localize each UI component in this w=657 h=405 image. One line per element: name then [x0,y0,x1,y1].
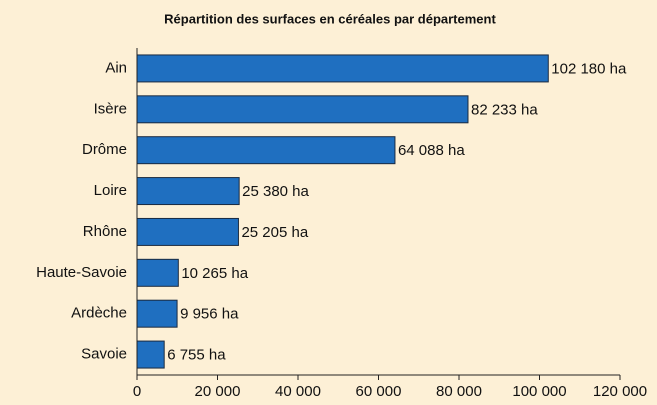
value-label: 25 205 ha [241,224,308,241]
bar [136,299,178,328]
x-tick-label: 100 000 [512,383,566,400]
value-label: 102 180 ha [551,60,627,77]
y-tick-label: Ain [105,59,127,76]
bar [136,340,165,369]
x-tick-label: 120 000 [593,383,647,400]
value-label: 9 956 ha [180,306,239,323]
bar [136,217,239,246]
y-tick-label: Savoie [81,346,127,363]
value-label: 64 088 ha [398,142,465,159]
x-tick-label: 60 000 [356,383,402,400]
chart-title: Répartition des surfaces en céréales par… [164,11,496,26]
y-tick-label: Drôme [82,141,127,158]
bar [136,95,469,124]
y-tick-label: Isère [94,100,127,117]
value-label: 6 755 ha [167,347,226,364]
x-tick-label: 20 000 [195,383,241,400]
bar [136,136,396,165]
x-tick-label: 40 000 [275,383,321,400]
bar [136,258,179,287]
x-tick-label: 0 [133,383,141,400]
bar [136,177,240,206]
x-tick-label: 80 000 [436,383,482,400]
y-tick-label: Loire [94,182,127,199]
bar [136,54,549,83]
value-label: 10 265 ha [181,265,248,282]
y-tick-label: Ardèche [71,305,127,322]
value-label: 25 380 ha [242,183,309,200]
y-tick-label: Haute-Savoie [36,264,127,281]
value-label: 82 233 ha [471,101,538,118]
y-tick-label: Rhône [83,223,127,240]
